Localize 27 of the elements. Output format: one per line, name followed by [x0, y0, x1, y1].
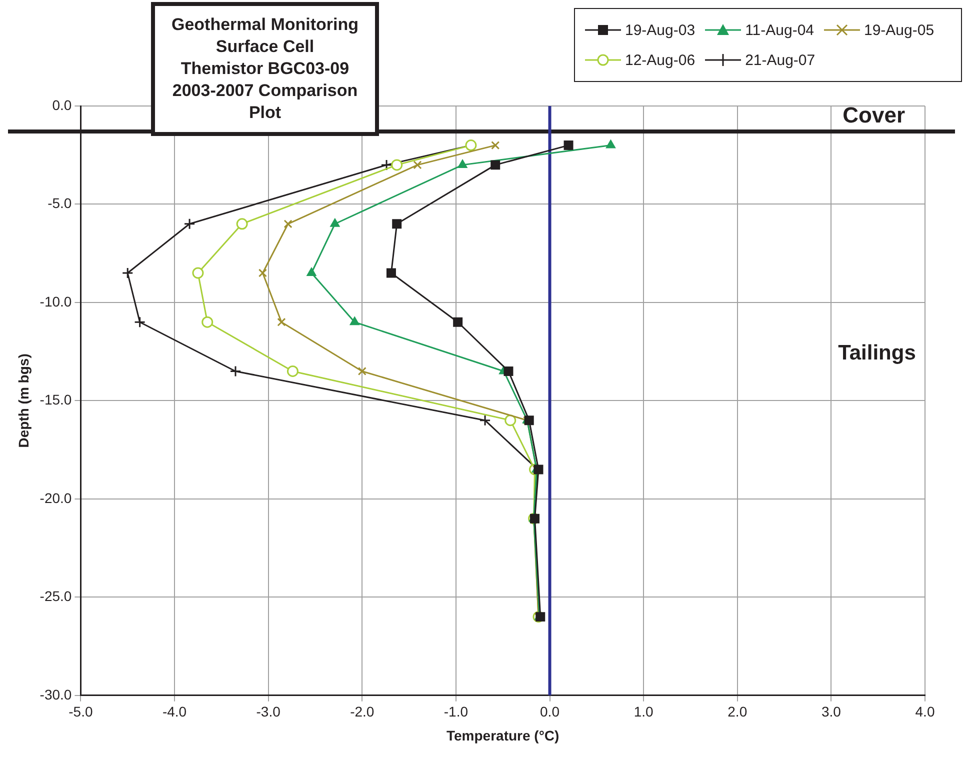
- y-axis-title: Depth (m bgs): [15, 354, 32, 448]
- y-tick-label: -5.0: [48, 195, 72, 212]
- x-tick-label: 1.0: [634, 704, 654, 720]
- x-tick-label: -5.0: [68, 704, 93, 720]
- legend-label: 21-Aug-07: [745, 52, 816, 68]
- x-tick-label: -2.0: [350, 704, 374, 720]
- ref-line-label: Cover: [842, 102, 906, 128]
- legend-label: 19-Aug-05: [864, 22, 934, 38]
- annotation: Tailings: [838, 341, 916, 364]
- y-tick-label: -15.0: [40, 392, 72, 408]
- y-tick-label: -20.0: [40, 490, 72, 506]
- x-axis-title: Temperature (°C): [446, 727, 560, 744]
- chart-title: Geothermal Monitoring Surface Cell Themistor BGC03-09 2003-2007 Comparison Plot: [170, 14, 360, 124]
- x-tick-label: 2.0: [728, 704, 748, 720]
- y-tick-label: -25.0: [40, 588, 72, 604]
- legend-label: 11-Aug-04: [745, 22, 814, 38]
- x-tick-label: -3.0: [256, 704, 281, 720]
- legend-label: 19-Aug-03: [625, 22, 696, 38]
- y-tick-label: -30.0: [40, 686, 72, 702]
- x-tick-label: -4.0: [162, 704, 187, 720]
- legend-label: 12-Aug-06: [625, 52, 696, 68]
- y-tick-label: 0.0: [52, 96, 72, 113]
- y-tick-label: -10.0: [40, 293, 72, 310]
- x-tick-label: 0.0: [540, 704, 560, 720]
- x-tick-label: 4.0: [915, 704, 935, 720]
- x-tick-label: -1.0: [444, 704, 468, 720]
- x-tick-label: 3.0: [821, 704, 842, 720]
